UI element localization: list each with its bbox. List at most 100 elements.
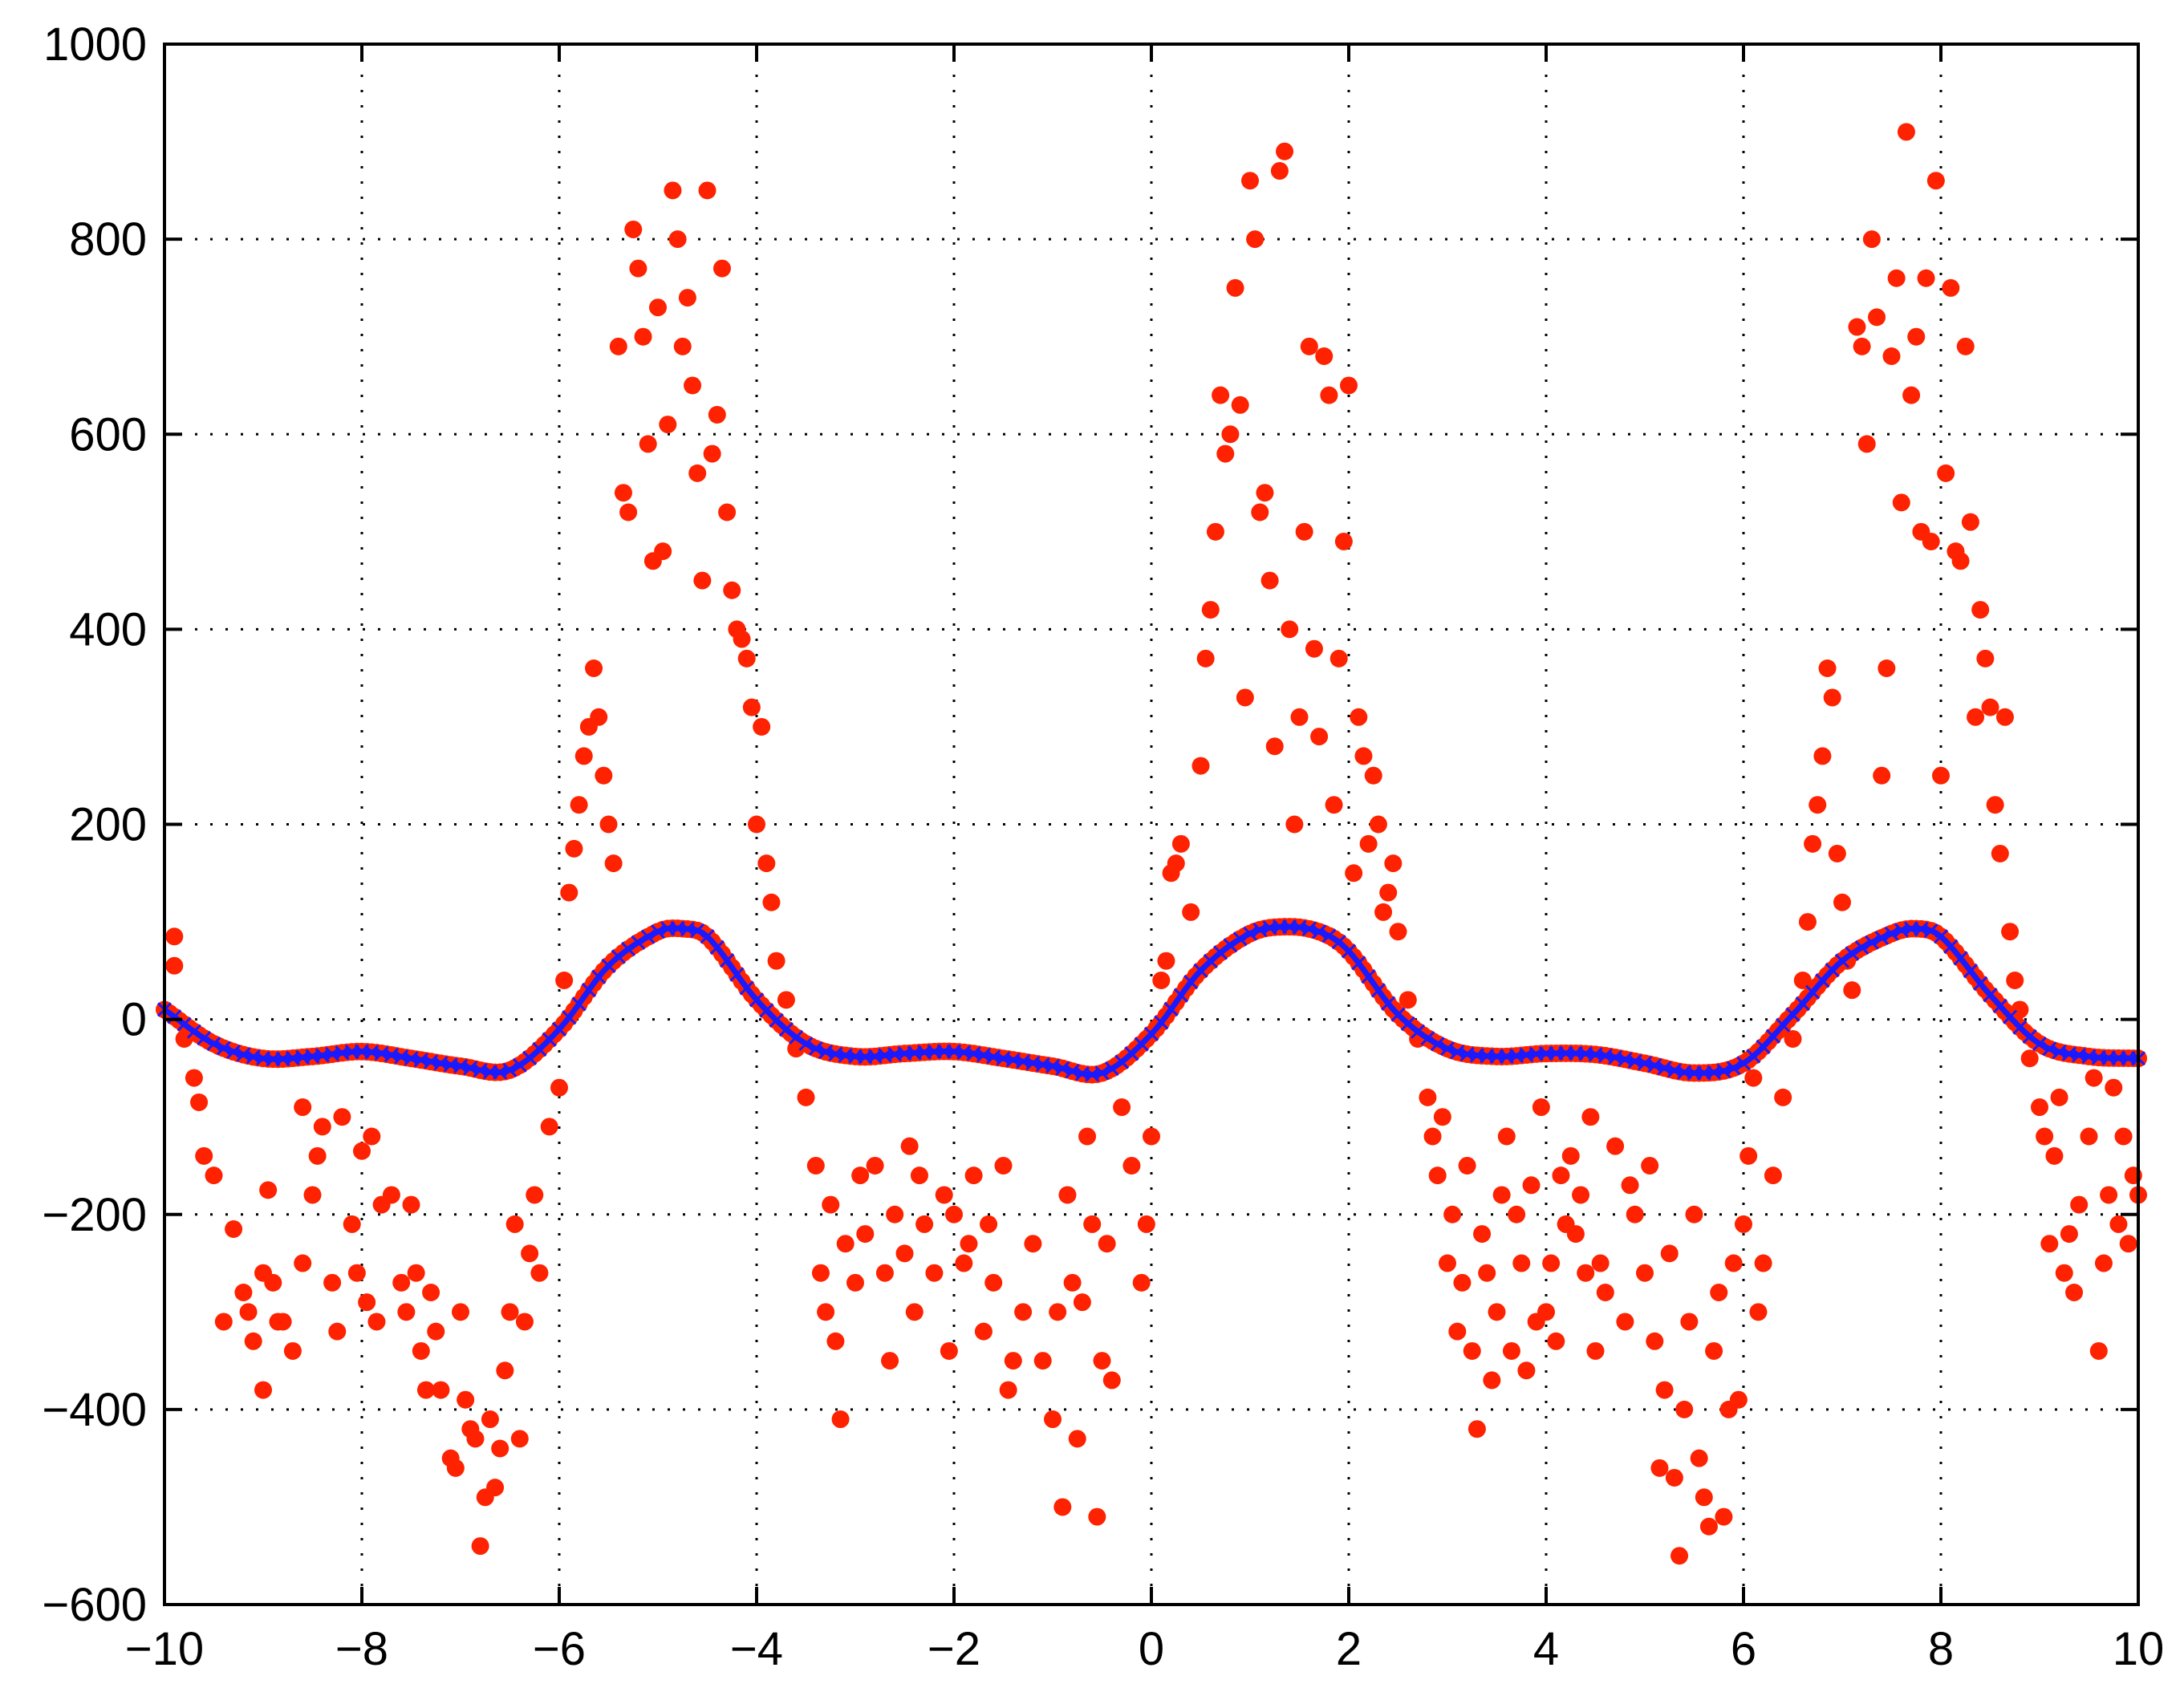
fit-curve-marker [709, 939, 725, 956]
data-point [1857, 435, 1876, 453]
fit-curve-marker [1104, 1061, 1119, 1076]
data-point [363, 1127, 381, 1146]
data-point [748, 815, 765, 834]
data-point [1670, 1547, 1689, 1565]
data-point [452, 1303, 469, 1321]
data-point [432, 1381, 450, 1399]
data-point [1468, 1420, 1486, 1438]
fit-curve-marker [700, 929, 715, 944]
data-point [1902, 386, 1921, 404]
data-point [259, 1181, 278, 1199]
data-point [1044, 1410, 1062, 1429]
data-point [1113, 1098, 1131, 1117]
fit-curve-marker [858, 1049, 873, 1065]
data-point [1577, 1264, 1595, 1282]
data-point [234, 1284, 253, 1301]
data-point [1315, 347, 1334, 365]
data-point [777, 991, 795, 1009]
data-point [1453, 1273, 1472, 1292]
y-tick-label: 600 [69, 408, 147, 461]
data-point [955, 1254, 973, 1272]
data-point [1715, 1507, 1733, 1526]
x-tick-label: 2 [1336, 1623, 1362, 1675]
data-point [1260, 571, 1279, 590]
fit-curve-marker [1696, 1065, 1711, 1081]
data-point [974, 1322, 993, 1341]
fit-curve-marker [1499, 1049, 1514, 1064]
data-point [264, 1273, 282, 1292]
fit-curve-marker [1262, 920, 1277, 935]
data-point [1626, 1205, 1644, 1223]
fit-curve-marker [1707, 1065, 1722, 1080]
data-point [1448, 1322, 1467, 1341]
data-point [1004, 1352, 1022, 1370]
data-point [1398, 991, 1417, 1009]
data-point [1735, 1215, 1752, 1233]
fit-curve-marker [1411, 1024, 1426, 1039]
data-point [328, 1322, 347, 1341]
fit-curve-marker [1154, 1015, 1169, 1030]
data-point [1951, 552, 1970, 570]
data-point [866, 1156, 884, 1175]
fit-curve-marker [1963, 964, 1978, 979]
data-point [397, 1303, 416, 1321]
data-point [2001, 923, 2020, 941]
data-point [846, 1273, 864, 1292]
data-point [1621, 1176, 1639, 1195]
data-point [994, 1156, 1013, 1175]
data-point [427, 1322, 445, 1341]
data-point [2055, 1264, 2073, 1282]
fit-curve-marker [1232, 931, 1248, 947]
data-point [2100, 1186, 2118, 1204]
fit-curve-marker [729, 967, 745, 982]
data-point [1705, 1341, 1723, 1360]
data-point [1122, 1156, 1141, 1175]
data-point [1389, 923, 1407, 941]
data-point [1478, 1264, 1496, 1282]
data-point [1937, 464, 1955, 482]
data-point [624, 220, 643, 238]
data-point [496, 1361, 514, 1380]
data-point [1078, 1127, 1097, 1146]
data-point [471, 1537, 489, 1556]
fit-curve-marker [789, 1029, 804, 1045]
data-point [1143, 1127, 1160, 1146]
data-point [1256, 484, 1274, 502]
data-point [1033, 1352, 1052, 1370]
y-tick-label: 1000 [43, 18, 147, 71]
data-point [1591, 1254, 1610, 1272]
data-point [1246, 230, 1265, 249]
data-point [1088, 1507, 1106, 1526]
fit-curve-marker [1381, 996, 1396, 1011]
fit-curve-marker [1834, 953, 1850, 968]
data-point [1334, 532, 1353, 550]
data-point [1167, 854, 1185, 873]
fit-curve-marker [1874, 930, 1890, 946]
fit-curve-marker [1726, 1061, 1741, 1076]
fit-curve-marker [917, 1045, 932, 1060]
fit-curve-marker [749, 992, 765, 1008]
fit-curve-marker [1321, 928, 1337, 943]
fit-curve-marker [581, 983, 596, 998]
data-point [684, 376, 702, 395]
data-point [1956, 337, 1975, 355]
data-point [2089, 1341, 2108, 1360]
fit-curve-marker [1223, 938, 1238, 953]
data-point [1285, 815, 1304, 834]
y-tick-label: −400 [42, 1384, 147, 1436]
fit-curve-marker [1933, 929, 1949, 944]
data-point [505, 1215, 524, 1233]
data-point [806, 1156, 825, 1175]
data-point [2109, 1215, 2128, 1233]
data-point [308, 1146, 327, 1165]
data-point [2085, 1069, 2103, 1087]
data-point [294, 1254, 312, 1272]
fit-curve-marker [1312, 924, 1327, 939]
fit-curve-marker [1992, 998, 2007, 1013]
data-point [1922, 532, 1940, 550]
fit-curve-marker [759, 1003, 774, 1018]
data-point [1492, 1186, 1511, 1204]
data-point [1739, 1146, 1758, 1165]
data-point [2105, 1078, 2123, 1097]
data-point [1171, 834, 1190, 853]
